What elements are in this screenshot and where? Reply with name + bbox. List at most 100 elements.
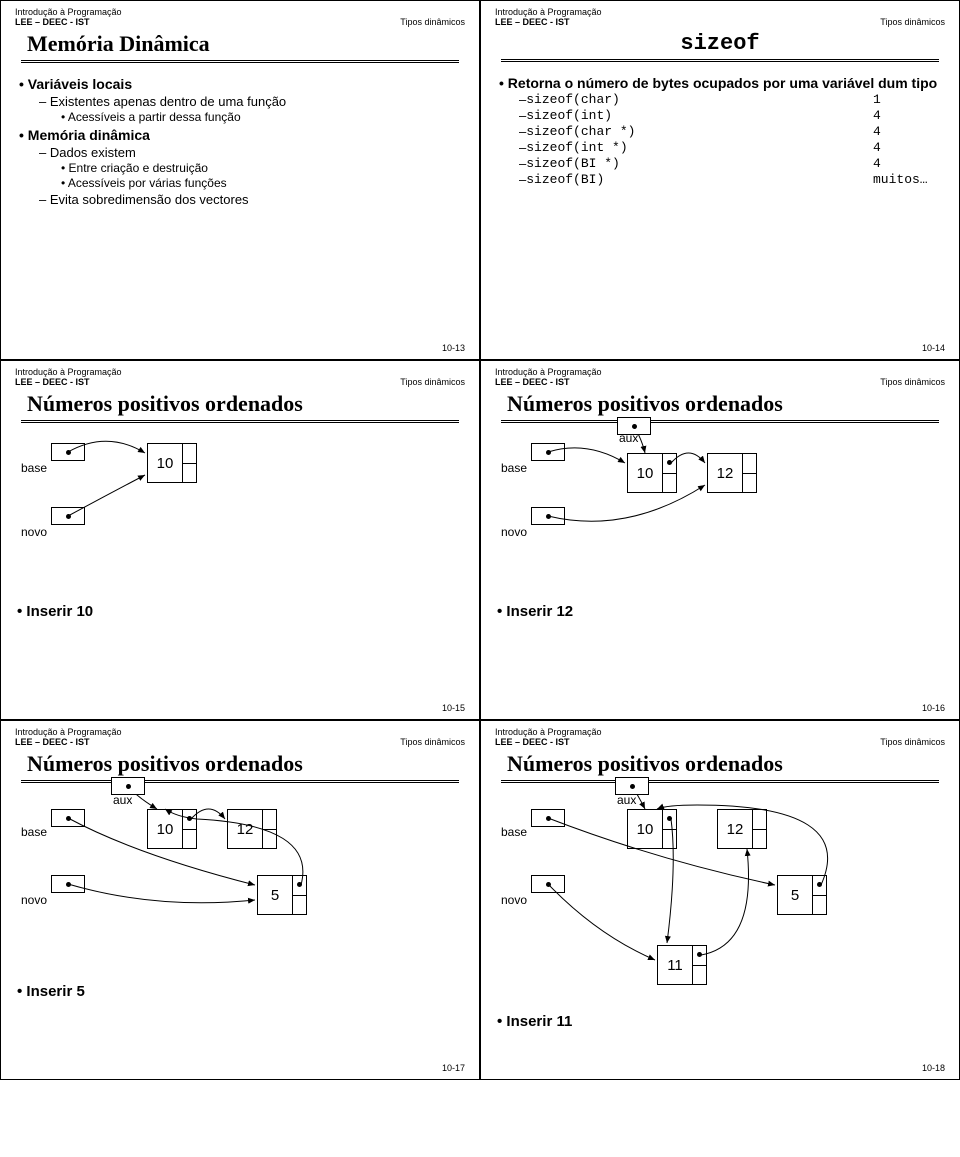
insert-caption: Inserir 11	[497, 1013, 943, 1030]
bullet: Entre criação e destruição	[61, 161, 463, 175]
node-12: 12	[707, 453, 757, 493]
sizeof-row: sizeof(char)1	[519, 92, 943, 107]
slide-15: Introdução à Programação LEE – DEEC - IS…	[0, 360, 480, 720]
topic-label: Tipos dinâmicos	[400, 17, 465, 27]
dept-label: LEE – DEEC - IST	[495, 377, 602, 387]
slide-body: Retorna o número de bytes ocupados por u…	[491, 68, 949, 341]
topic-label: Tipos dinâmicos	[400, 377, 465, 387]
sizeof-row: sizeof(BI)muitos…	[519, 172, 943, 187]
slide-title: Memória Dinâmica	[21, 29, 459, 63]
insert-caption: Inserir 10	[17, 603, 463, 620]
base-ptr	[531, 443, 565, 461]
page-grid: Introdução à Programação LEE – DEEC - IS…	[0, 0, 960, 1080]
dept-label: LEE – DEEC - IST	[15, 377, 122, 387]
novo-label: novo	[21, 893, 47, 907]
node-12: 12	[717, 809, 767, 849]
bullet: Variáveis locais	[19, 76, 463, 92]
slide-title: Números positivos ordenados	[501, 389, 939, 423]
insert-caption: Inserir 12	[497, 603, 943, 620]
base-label: base	[21, 825, 47, 839]
bullet: Dados existem	[39, 145, 463, 160]
slide-footer: 10-14	[491, 341, 949, 355]
base-label: base	[21, 461, 47, 475]
novo-ptr	[51, 875, 85, 893]
novo-label: novo	[501, 893, 527, 907]
slide-14: Introdução à Programação LEE – DEEC - IS…	[480, 0, 960, 360]
slide-header: Introdução à Programação LEE – DEEC - IS…	[491, 727, 949, 747]
dept-label: LEE – DEEC - IST	[495, 737, 602, 747]
slide-header: Introdução à Programação LEE – DEEC - IS…	[11, 7, 469, 27]
slide-body: Variáveis locais Existentes apenas dentr…	[11, 69, 469, 341]
topic-label: Tipos dinâmicos	[880, 377, 945, 387]
node-10: 10	[147, 443, 197, 483]
title-wrap: sizeof	[501, 29, 939, 62]
base-ptr	[51, 809, 85, 827]
title-wrap: Números positivos ordenados	[21, 389, 459, 423]
dept-label: LEE – DEEC - IST	[15, 737, 122, 747]
sizeof-row: sizeof(int *)4	[519, 140, 943, 155]
slide-header: Introdução à Programação LEE – DEEC - IS…	[491, 367, 949, 387]
slide-16: Introdução à Programação LEE – DEEC - IS…	[480, 360, 960, 720]
slide-18: Introdução à Programação LEE – DEEC - IS…	[480, 720, 960, 1080]
topic-label: Tipos dinâmicos	[880, 737, 945, 747]
slide-footer: 10-17	[11, 1061, 469, 1075]
title-wrap: Números positivos ordenados	[21, 749, 459, 783]
node-10: 10	[627, 809, 677, 849]
course-label: Introdução à Programação	[15, 727, 122, 737]
title-wrap: Números positivos ordenados	[501, 389, 939, 423]
bullet: Memória dinâmica	[19, 127, 463, 143]
slide-header: Introdução à Programação LEE – DEEC - IS…	[11, 367, 469, 387]
base-label: base	[501, 461, 527, 475]
topic-label: Tipos dinâmicos	[880, 17, 945, 27]
slide-footer: 10-18	[491, 1061, 949, 1075]
node-10: 10	[147, 809, 197, 849]
diagram-d18: base aux novo 10 12 5 11	[497, 795, 943, 995]
slide-13: Introdução à Programação LEE – DEEC - IS…	[0, 0, 480, 360]
aux-ptr	[615, 777, 649, 795]
diagram-d15: base novo 10	[17, 435, 463, 585]
slide-title: Números positivos ordenados	[21, 749, 459, 783]
course-label: Introdução à Programação	[15, 367, 122, 377]
aux-ptr	[617, 417, 651, 435]
dept-label: LEE – DEEC - IST	[495, 17, 602, 27]
title-wrap: Números positivos ordenados	[501, 749, 939, 783]
bullet: Acessíveis por várias funções	[61, 176, 463, 190]
novo-label: novo	[501, 525, 527, 539]
node-10: 10	[627, 453, 677, 493]
base-ptr	[51, 443, 85, 461]
bullet: Evita sobredimensão dos vectores	[39, 192, 463, 207]
slide-header: Introdução à Programação LEE – DEEC - IS…	[11, 727, 469, 747]
aux-ptr	[111, 777, 145, 795]
novo-ptr	[531, 507, 565, 525]
aux-label: aux	[617, 793, 636, 807]
bullet: Acessíveis a partir dessa função	[61, 110, 463, 124]
course-label: Introdução à Programação	[495, 7, 602, 17]
slide-title: Números positivos ordenados	[501, 749, 939, 783]
slide-17: Introdução à Programação LEE – DEEC - IS…	[0, 720, 480, 1080]
sizeof-row: sizeof(BI *)4	[519, 156, 943, 171]
bullet: Retorna o número de bytes ocupados por u…	[499, 75, 943, 91]
dept-label: LEE – DEEC - IST	[15, 17, 122, 27]
slide-title: Números positivos ordenados	[21, 389, 459, 423]
slide-header: Introdução à Programação LEE – DEEC - IS…	[491, 7, 949, 27]
sizeof-row: sizeof(int)4	[519, 108, 943, 123]
course-label: Introdução à Programação	[495, 727, 602, 737]
aux-label: aux	[113, 793, 132, 807]
title-wrap: Memória Dinâmica	[21, 29, 459, 63]
novo-label: novo	[21, 525, 47, 539]
node-12: 12	[227, 809, 277, 849]
diagram-d16: base aux novo 10 12	[497, 435, 943, 585]
node-11: 11	[657, 945, 707, 985]
node-5: 5	[257, 875, 307, 915]
slide-footer: 10-15	[11, 701, 469, 715]
bullet: Existentes apenas dentro de uma função	[39, 94, 463, 109]
sizeof-row: sizeof(char *)4	[519, 124, 943, 139]
course-label: Introdução à Programação	[15, 7, 122, 17]
slide-footer: 10-13	[11, 341, 469, 355]
diagram-d17: base aux novo 10 12 5	[17, 795, 463, 965]
course-label: Introdução à Programação	[495, 367, 602, 377]
node-5: 5	[777, 875, 827, 915]
slide-footer: 10-16	[491, 701, 949, 715]
novo-ptr	[51, 507, 85, 525]
base-ptr	[531, 809, 565, 827]
